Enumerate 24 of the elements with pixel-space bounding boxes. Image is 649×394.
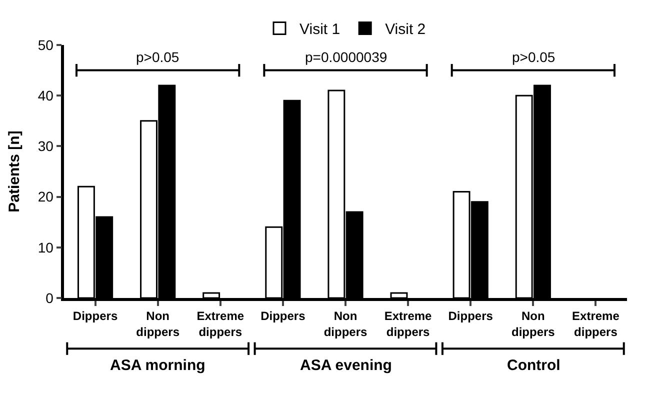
text: ASA evening xyxy=(300,357,392,374)
legend-label: Visit 1 xyxy=(300,21,340,38)
x-tick-label: Dippers xyxy=(448,309,494,324)
x-tick-label: Non dippers xyxy=(324,309,368,339)
x-tick-label: Extreme dippers xyxy=(196,309,244,339)
x-tick-label: Non dippers xyxy=(136,309,180,339)
y-tick-label: 50 xyxy=(38,36,54,53)
x-tick-label: Dippers xyxy=(72,309,118,324)
annotation: p=0.0000039 xyxy=(305,49,388,65)
annotation: p>0.05 xyxy=(136,49,180,65)
text: Control xyxy=(507,357,560,374)
y-tick-label: 30 xyxy=(38,138,54,154)
x-tick-label: Dippers xyxy=(260,309,306,324)
y-tick-label: 10 xyxy=(38,239,54,256)
y-tick-label: 20 xyxy=(38,188,54,205)
y-tick-label: 0 xyxy=(46,290,54,306)
legend-label: Visit 2 xyxy=(385,21,426,38)
x-tick-label: Extreme dippers xyxy=(384,309,432,339)
text: ASA morning xyxy=(110,357,206,374)
y-tick-label: 40 xyxy=(38,88,54,104)
annotation: p>0.05 xyxy=(512,49,556,65)
y-axis-title: Patients [n] xyxy=(6,130,24,212)
x-tick-label: Extreme dippers xyxy=(572,309,620,339)
x-tick-label: Non dippers xyxy=(512,309,556,339)
